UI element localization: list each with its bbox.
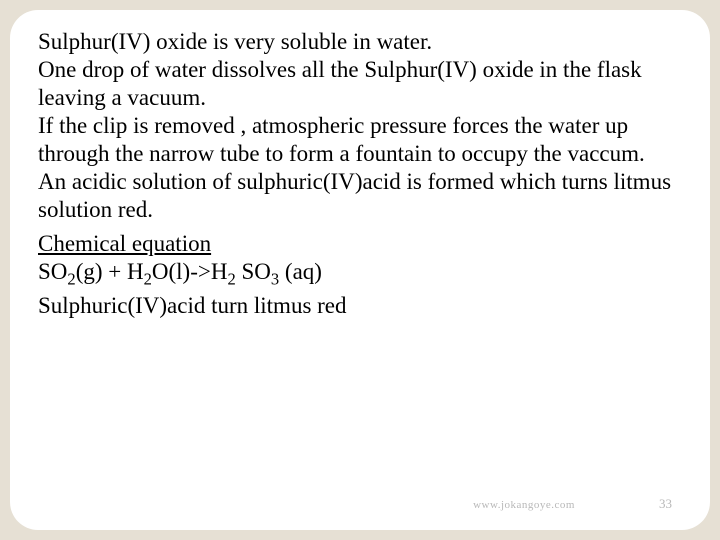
eq-sub: 3 xyxy=(271,270,279,289)
eq-part: (aq) xyxy=(279,259,322,284)
equation-text: SO2(g) + H2O(l)->H2 SO3 (aq) xyxy=(38,259,322,284)
slide-footer: www.jokangoye.com 33 xyxy=(38,496,682,514)
paragraph-5: Sulphuric(IV)acid turn litmus red xyxy=(38,292,682,320)
equation-block: Chemical equation SO2(g) + H2O(l)->H2 SO… xyxy=(38,230,682,286)
eq-sub: 2 xyxy=(144,270,152,289)
paragraph-1: Sulphur(IV) oxide is very soluble in wat… xyxy=(38,28,682,224)
text-line: One drop of water dissolves all the Sulp… xyxy=(38,57,642,110)
text-line: An acidic solution of sulphuric(IV)acid … xyxy=(38,169,671,222)
eq-sub: 2 xyxy=(227,270,235,289)
eq-sub: 2 xyxy=(67,270,75,289)
eq-part: (g) + H xyxy=(76,259,144,284)
slide-content: Sulphur(IV) oxide is very soluble in wat… xyxy=(38,28,682,496)
eq-part: O(l)->H xyxy=(152,259,228,284)
eq-part: SO xyxy=(38,259,67,284)
footer-website: www.jokangoye.com xyxy=(473,499,575,511)
equation-heading: Chemical equation xyxy=(38,231,211,256)
footer-slide-number: 33 xyxy=(659,496,672,512)
text-line: If the clip is removed , atmospheric pre… xyxy=(38,113,645,166)
eq-part: SO xyxy=(236,259,271,284)
text-line: Sulphur(IV) oxide is very soluble in wat… xyxy=(38,29,432,54)
slide-card: Sulphur(IV) oxide is very soluble in wat… xyxy=(10,10,710,530)
